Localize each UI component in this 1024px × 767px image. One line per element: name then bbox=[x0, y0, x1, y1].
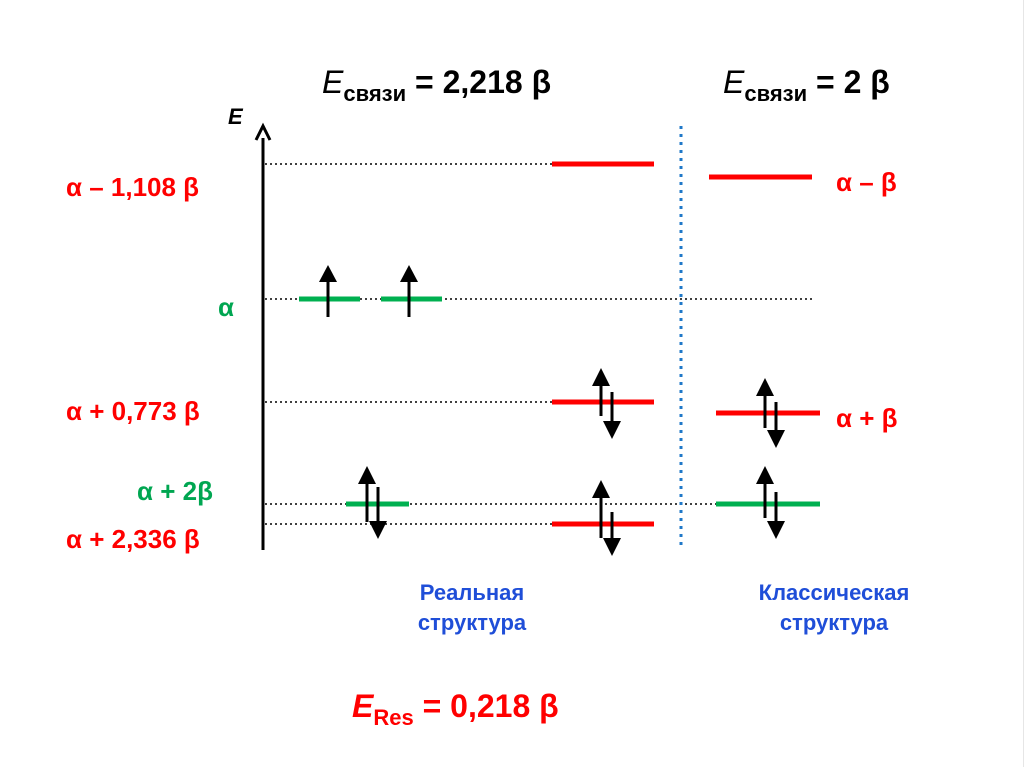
bond-energy-real: Eсвязи = 2,218 β bbox=[322, 66, 551, 105]
caption-classical-line1: Классическая bbox=[758, 580, 910, 605]
electron-pair-real-bonding bbox=[592, 368, 621, 439]
resonance-energy: ERes = 0,218 β bbox=[352, 690, 559, 729]
level-label-alpha: α bbox=[218, 292, 234, 322]
caption-real-structure: Реальная структура bbox=[372, 578, 572, 638]
energy-axis bbox=[254, 122, 272, 550]
level-label-antibonding-real: α – 1,108 β bbox=[66, 172, 200, 202]
bond-energy-classical: Eсвязи = 2 β bbox=[723, 66, 890, 105]
levels-classical bbox=[709, 174, 820, 507]
level-label-bonding-real: α + 0,773 β bbox=[66, 396, 200, 426]
electron-pair-alpha-plus-2beta bbox=[358, 466, 387, 539]
electron-pair-classical-pi bbox=[756, 466, 785, 539]
caption-classical-line2: структура bbox=[779, 610, 889, 635]
bond-energy-classical-subscript: связи bbox=[744, 81, 808, 106]
level-label-lowest-real: α + 2,336 β bbox=[66, 524, 200, 554]
axis-label-e: E bbox=[228, 104, 243, 129]
electron-pair-classical-bonding bbox=[756, 378, 785, 448]
electron-pairs bbox=[358, 368, 785, 556]
resonance-subscript: Res bbox=[373, 705, 414, 730]
caption-real-line1: Реальная bbox=[419, 580, 525, 605]
resonance-symbol: E bbox=[352, 688, 374, 724]
red-levels-real bbox=[552, 161, 654, 527]
bond-energy-classical-symbol: E bbox=[723, 64, 745, 100]
level-label-alpha-plus-2beta: α + 2β bbox=[137, 476, 213, 506]
electron-up-arrow-2 bbox=[400, 265, 418, 317]
bond-energy-real-symbol: E bbox=[322, 64, 344, 100]
electron-arrows-single bbox=[319, 265, 418, 317]
bond-energy-real-subscript: связи bbox=[343, 81, 407, 106]
level-label-alpha-minus-beta: α – β bbox=[836, 167, 897, 197]
caption-real-line2: структура bbox=[417, 610, 527, 635]
bond-energy-real-value: = 2,218 β bbox=[415, 64, 552, 100]
bond-energy-classical-value: = 2 β bbox=[816, 64, 890, 100]
caption-classical-structure: Классическая структура bbox=[724, 578, 944, 638]
resonance-value: = 0,218 β bbox=[422, 688, 559, 724]
electron-pair-real-lowest bbox=[592, 480, 621, 556]
electron-up-arrow-1 bbox=[319, 265, 337, 317]
guide-lines bbox=[265, 163, 812, 525]
level-label-alpha-plus-beta: α + β bbox=[836, 403, 898, 433]
